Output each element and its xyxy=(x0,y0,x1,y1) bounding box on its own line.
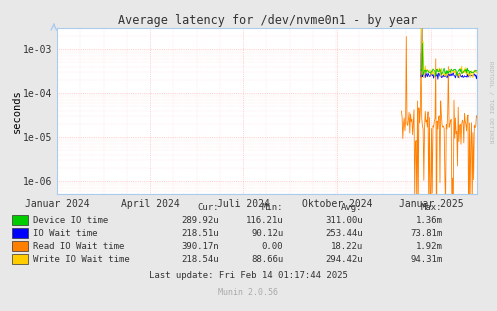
Text: 88.66u: 88.66u xyxy=(251,255,283,264)
Text: 294.42u: 294.42u xyxy=(325,255,363,264)
Text: 1.36m: 1.36m xyxy=(415,216,442,225)
Text: Write IO Wait time: Write IO Wait time xyxy=(33,255,130,264)
Text: Avg:: Avg: xyxy=(341,203,363,212)
Text: Max:: Max: xyxy=(421,203,442,212)
Text: Munin 2.0.56: Munin 2.0.56 xyxy=(219,289,278,297)
Title: Average latency for /dev/nvme0n1 - by year: Average latency for /dev/nvme0n1 - by ye… xyxy=(117,14,417,27)
Text: 94.31m: 94.31m xyxy=(410,255,442,264)
Text: 390.17n: 390.17n xyxy=(181,242,219,251)
Text: 218.51u: 218.51u xyxy=(181,229,219,238)
Text: Cur:: Cur: xyxy=(197,203,219,212)
Text: 90.12u: 90.12u xyxy=(251,229,283,238)
Y-axis label: seconds: seconds xyxy=(11,89,21,133)
Text: Device IO time: Device IO time xyxy=(33,216,108,225)
Text: 289.92u: 289.92u xyxy=(181,216,219,225)
Text: 0.00: 0.00 xyxy=(262,242,283,251)
Text: 18.22u: 18.22u xyxy=(331,242,363,251)
Text: 311.00u: 311.00u xyxy=(325,216,363,225)
Text: Last update: Fri Feb 14 01:17:44 2025: Last update: Fri Feb 14 01:17:44 2025 xyxy=(149,271,348,280)
Text: RRDTOOL / TOBI OETIKER: RRDTOOL / TOBI OETIKER xyxy=(489,61,494,144)
Text: 1.92m: 1.92m xyxy=(415,242,442,251)
Text: 116.21u: 116.21u xyxy=(246,216,283,225)
Text: IO Wait time: IO Wait time xyxy=(33,229,98,238)
Text: 218.54u: 218.54u xyxy=(181,255,219,264)
Text: Read IO Wait time: Read IO Wait time xyxy=(33,242,125,251)
Text: 73.81m: 73.81m xyxy=(410,229,442,238)
Text: Min:: Min: xyxy=(262,203,283,212)
Text: 253.44u: 253.44u xyxy=(325,229,363,238)
